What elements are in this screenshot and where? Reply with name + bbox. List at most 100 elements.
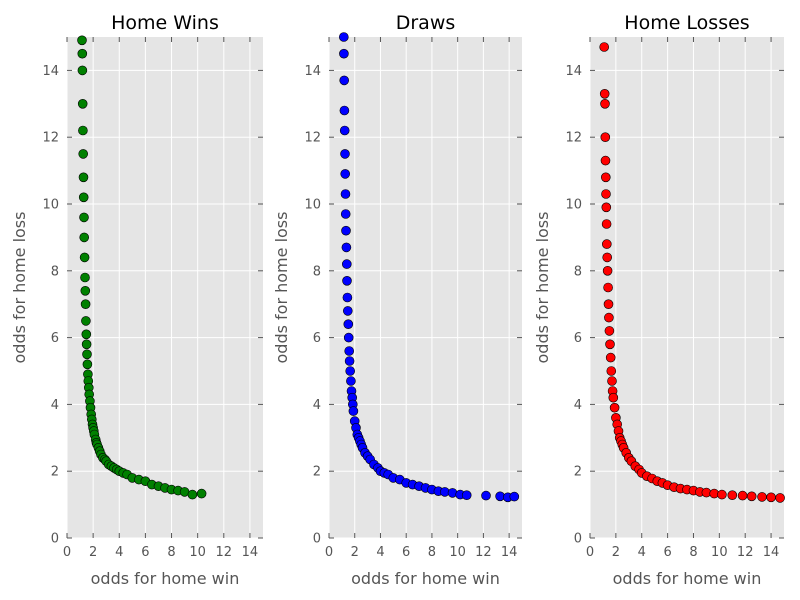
data-point: [775, 493, 785, 503]
chart-home-wins: 0 2 4 6 8 10 12 14 0 2 4 6 8 10 12 14 Home Wins odds for …: [10, 12, 263, 588]
y-tick-label: 8: [313, 264, 321, 279]
y-tick-label: 6: [574, 331, 582, 346]
data-point: [77, 48, 88, 59]
data-point: [340, 169, 351, 179]
x-tick-label: 12: [475, 545, 492, 560]
y-tick-label: 10: [565, 198, 582, 213]
chart-home-losses: 0 2 4 6 8 10 12 14 0 2 4 6 8 10 12 14 Home Losses odds fo…: [533, 12, 785, 588]
data-point: [607, 376, 617, 386]
y-axis-label: odds for home loss: [10, 212, 29, 364]
data-point: [340, 209, 351, 219]
x-tick-label: 0: [586, 545, 594, 560]
data-point: [78, 172, 89, 183]
data-point: [603, 282, 613, 293]
data-point: [604, 326, 615, 336]
data-point: [80, 299, 91, 310]
data-point: [342, 292, 353, 303]
data-point: [766, 492, 776, 503]
data-point: [77, 35, 87, 46]
chart-title: Draws: [396, 12, 456, 34]
data-point: [78, 192, 89, 203]
y-tick-label: 0: [313, 532, 321, 547]
y-axis-label: odds for home loss: [272, 212, 291, 364]
x-tick-label: 14: [501, 545, 518, 560]
data-point: [606, 366, 617, 376]
data-point: [600, 172, 611, 183]
data-point: [80, 285, 91, 296]
x-tick-label: 12: [216, 545, 233, 560]
data-point: [603, 299, 614, 310]
y-tick-label: 12: [304, 131, 321, 146]
chart-title: Home Wins: [111, 12, 219, 34]
data-point: [605, 352, 616, 363]
x-tick-label: 6: [402, 545, 410, 560]
data-point: [746, 491, 757, 502]
data-point: [600, 99, 610, 109]
data-point: [82, 349, 92, 360]
data-point: [599, 89, 610, 99]
data-point: [608, 392, 619, 403]
data-point: [77, 99, 88, 109]
x-tick-label: 4: [638, 545, 646, 560]
x-tick-label: 6: [663, 545, 671, 560]
data-point: [187, 489, 198, 500]
data-point: [341, 225, 351, 236]
y-tick-label: 2: [574, 465, 582, 480]
y-tick-label: 12: [565, 131, 582, 146]
data-point: [601, 189, 611, 199]
data-point: [79, 232, 89, 243]
y-tick-label: 6: [313, 331, 321, 346]
x-tick-label: 2: [89, 545, 97, 560]
data-point: [348, 406, 359, 416]
data-point: [601, 219, 612, 229]
y-tick-label: 2: [313, 465, 321, 480]
data-point: [78, 149, 88, 159]
y-tick-label: 4: [313, 398, 321, 413]
data-point: [717, 489, 727, 500]
y-tick-label: 14: [565, 64, 582, 79]
data-point: [600, 132, 611, 142]
data-point: [339, 75, 350, 86]
data-point: [77, 65, 88, 76]
data-point: [609, 402, 620, 413]
x-axis-label: odds for home win: [613, 569, 762, 588]
x-tick-label: 8: [428, 545, 436, 560]
data-point: [600, 155, 611, 166]
y-tick-label: 2: [51, 465, 59, 480]
data-point: [599, 42, 610, 52]
data-point: [461, 490, 472, 501]
data-point: [340, 189, 351, 199]
data-point: [481, 490, 491, 501]
y-tick-label: 14: [42, 64, 59, 79]
x-axis-label: odds for home win: [351, 569, 500, 588]
plot-area: [329, 37, 522, 538]
data-point: [727, 490, 738, 501]
x-tick-label: 14: [242, 545, 259, 560]
plot-area: [67, 37, 263, 538]
y-axis-label: odds for home loss: [533, 212, 552, 364]
data-point: [605, 339, 615, 350]
series-points: [77, 35, 207, 500]
y-tick-label: 8: [51, 264, 59, 279]
x-tick-label: 0: [63, 545, 71, 560]
x-tick-label: 10: [449, 545, 466, 560]
data-point: [80, 272, 90, 283]
y-tick-label: 14: [304, 64, 321, 79]
series-points: [599, 42, 785, 503]
data-point: [341, 259, 352, 269]
data-point: [509, 491, 520, 502]
y-tick-label: 12: [42, 131, 59, 146]
x-tick-label: 10: [711, 545, 728, 560]
series-points: [338, 32, 520, 503]
chart-title: Home Losses: [624, 12, 749, 34]
chart-draws: 0 2 4 6 8 10 12 14 0 2 4 6 8 10 12 14 Draws odds for home…: [272, 12, 522, 588]
data-point: [81, 329, 92, 340]
x-tick-label: 2: [612, 545, 620, 560]
y-tick-label: 10: [42, 198, 59, 213]
data-point: [341, 242, 352, 253]
data-point: [82, 359, 93, 370]
data-point: [343, 332, 354, 343]
data-point: [757, 492, 767, 502]
x-tick-label: 10: [189, 545, 206, 560]
y-tick-label: 10: [304, 198, 321, 213]
